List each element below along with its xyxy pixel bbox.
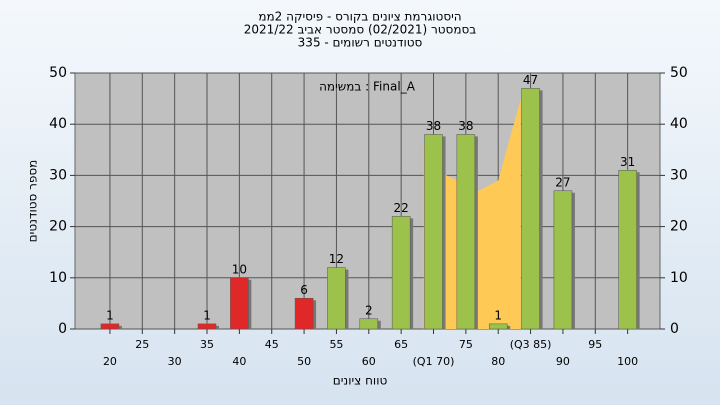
bar — [391, 216, 411, 330]
chart-subtitle: סטודנטים רשומים - 335 — [298, 36, 423, 50]
data-label: 10 — [232, 262, 247, 276]
bar — [618, 170, 637, 330]
y-tick-label: 20 — [49, 219, 67, 235]
data-label: 1 — [203, 308, 211, 322]
x-tick-label: 45 — [265, 338, 279, 351]
data-label: 12 — [329, 252, 344, 266]
data-label: 38 — [458, 119, 473, 133]
y2-tick-label: 10 — [670, 270, 688, 286]
bar — [294, 298, 314, 330]
x-tick-label: 50 — [297, 355, 311, 368]
x-tick-label: 95 — [588, 338, 602, 351]
x-tick-label: 100 — [617, 355, 638, 368]
data-label: 1 — [106, 308, 114, 322]
bar — [456, 134, 476, 330]
data-label: 47 — [523, 73, 538, 87]
data-label: 22 — [394, 201, 409, 215]
x-tick-label: 55 — [329, 338, 343, 351]
data-label: 31 — [620, 155, 635, 169]
annotation: Final_A : במשימה — [319, 80, 416, 94]
data-label: 38 — [426, 119, 441, 133]
bar — [100, 323, 120, 330]
data-label: 27 — [555, 175, 570, 189]
x-tick-label: 30 — [168, 355, 182, 368]
bar — [424, 134, 443, 330]
y-tick-label: 50 — [49, 65, 67, 81]
bar — [488, 323, 508, 330]
bar — [230, 277, 249, 330]
bar — [327, 267, 346, 330]
y2-tick-label: 0 — [670, 321, 679, 337]
x-tick-label: 65 — [394, 338, 408, 351]
x-tick-label: (Q1 70) — [413, 355, 455, 368]
y-axis-label: מספר סטודנטים — [26, 160, 40, 243]
y-tick-label: 40 — [49, 116, 67, 132]
x-tick-label: (Q3 85) — [510, 338, 552, 351]
chart-title: היסטוגרמת ציונים בקורס - פיסיקה 2ממ — [258, 10, 461, 24]
x-tick-label: 35 — [200, 338, 214, 351]
y-tick-label: 30 — [49, 167, 67, 183]
x-tick-label: 40 — [232, 355, 246, 368]
y2-tick-label: 40 — [670, 116, 688, 132]
y2-tick-label: 30 — [670, 167, 688, 183]
y2-tick-label: 50 — [670, 65, 688, 81]
x-axis-label: טווח ציונים — [333, 374, 388, 388]
data-label: 2 — [365, 303, 373, 317]
y2-tick-label: 20 — [670, 219, 688, 235]
bar — [359, 318, 379, 330]
x-tick-label: 90 — [556, 355, 570, 368]
bar — [553, 190, 573, 330]
data-label: 6 — [300, 283, 308, 297]
x-tick-label: 20 — [103, 355, 117, 368]
x-tick-label: 25 — [135, 338, 149, 351]
y-tick-label: 0 — [58, 321, 67, 337]
x-tick-label: 75 — [459, 338, 473, 351]
chart-subtitle: בסמסטר (02/2021) סמסטר אביב 2021/22 — [244, 23, 476, 37]
data-label: 1 — [494, 308, 502, 322]
x-tick-label: 80 — [491, 355, 505, 368]
x-tick-label: 60 — [362, 355, 376, 368]
bar — [197, 323, 217, 330]
bar — [521, 88, 540, 330]
y-tick-label: 10 — [49, 270, 67, 286]
